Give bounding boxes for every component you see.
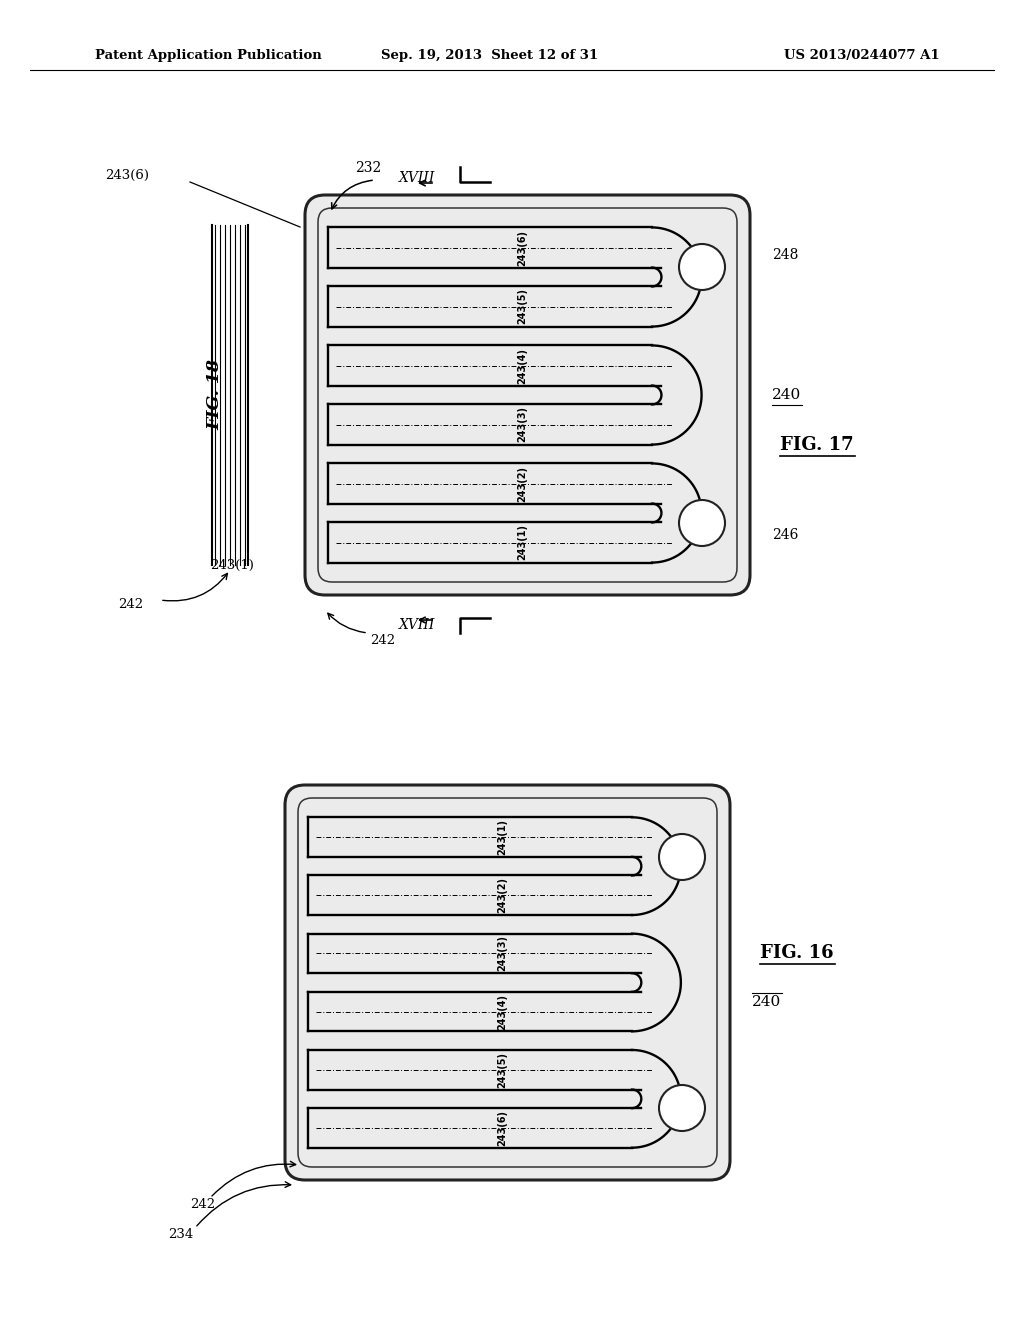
Text: 232: 232 bbox=[355, 161, 381, 176]
Text: 243(2): 243(2) bbox=[517, 466, 527, 502]
FancyBboxPatch shape bbox=[305, 195, 750, 595]
Text: 243(6): 243(6) bbox=[517, 230, 527, 265]
Text: 243(5): 243(5) bbox=[517, 289, 527, 325]
Text: 243(5): 243(5) bbox=[498, 1052, 508, 1088]
Text: 243(4): 243(4) bbox=[517, 347, 527, 384]
Text: 243(3): 243(3) bbox=[517, 407, 527, 442]
Text: FIG. 16: FIG. 16 bbox=[760, 944, 834, 961]
Text: US 2013/0244077 A1: US 2013/0244077 A1 bbox=[784, 49, 940, 62]
Text: 243(6): 243(6) bbox=[498, 1110, 508, 1146]
Text: 234: 234 bbox=[168, 1229, 194, 1242]
Text: 242: 242 bbox=[370, 634, 395, 647]
Text: Sep. 19, 2013  Sheet 12 of 31: Sep. 19, 2013 Sheet 12 of 31 bbox=[381, 49, 599, 62]
Text: 243(2): 243(2) bbox=[498, 878, 508, 913]
Text: 240: 240 bbox=[772, 388, 801, 403]
Circle shape bbox=[679, 244, 725, 290]
Text: XVIII: XVIII bbox=[398, 618, 435, 632]
Text: 243(6): 243(6) bbox=[105, 169, 150, 181]
Text: 248: 248 bbox=[772, 248, 799, 261]
Text: 243(4): 243(4) bbox=[498, 994, 508, 1030]
FancyBboxPatch shape bbox=[285, 785, 730, 1180]
Text: 243(1): 243(1) bbox=[517, 524, 527, 561]
Text: Patent Application Publication: Patent Application Publication bbox=[95, 49, 322, 62]
Text: FIG. 17: FIG. 17 bbox=[780, 436, 854, 454]
Text: 242: 242 bbox=[118, 598, 143, 611]
Text: 240: 240 bbox=[752, 995, 781, 1010]
Text: 246: 246 bbox=[772, 528, 799, 543]
Circle shape bbox=[659, 1085, 705, 1131]
Text: FIG. 18: FIG. 18 bbox=[207, 359, 223, 430]
Circle shape bbox=[679, 500, 725, 546]
Text: 243(1): 243(1) bbox=[210, 558, 254, 572]
Text: 243(1): 243(1) bbox=[498, 820, 508, 855]
Text: XVIII: XVIII bbox=[398, 172, 435, 185]
Circle shape bbox=[659, 834, 705, 880]
Text: 242: 242 bbox=[190, 1199, 215, 1212]
Text: 243(3): 243(3) bbox=[498, 936, 508, 972]
